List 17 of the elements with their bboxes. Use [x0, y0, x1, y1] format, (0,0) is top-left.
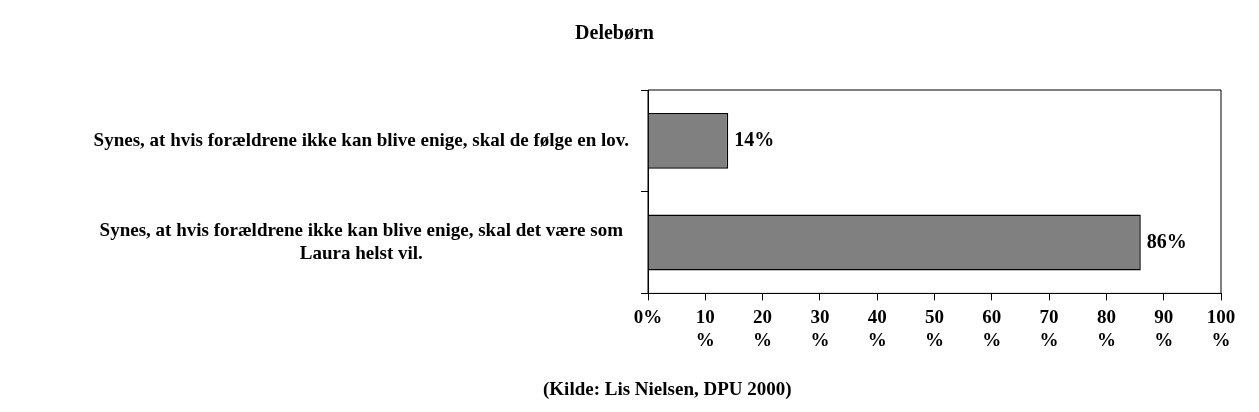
- data-label: 14%: [734, 128, 775, 151]
- chart-title: Delebørn: [575, 21, 654, 44]
- x-tick-label: 40 %: [867, 305, 887, 350]
- y-tick-label: Synes, at hvis forældrene ikke kan blive enige, skal det være som Laura helst vil.: [99, 219, 624, 263]
- x-tick-label: 80 %: [1096, 305, 1116, 350]
- x-tick-label: 50 %: [925, 305, 944, 350]
- x-tick-label: 20 %: [753, 305, 773, 350]
- text: (Kilde: Lis Nielsen, DPU 2000): [543, 378, 792, 401]
- x-tick-label: 90 %: [1154, 305, 1174, 350]
- y-tick-label: Synes, at hvis forældrene ikke kan blive enige, skal de følge en lov.: [93, 128, 629, 150]
- x-tick-label: 70 %: [1039, 305, 1059, 350]
- data-label: 86%: [1146, 229, 1187, 252]
- x-tick-label: 30 %: [810, 305, 830, 350]
- x-tick-label: 0%: [633, 305, 663, 327]
- x-tick-label: 100 %: [1206, 305, 1236, 350]
- x-tick-label: 10 %: [695, 305, 715, 350]
- x-tick-label: 60 %: [982, 305, 1002, 350]
